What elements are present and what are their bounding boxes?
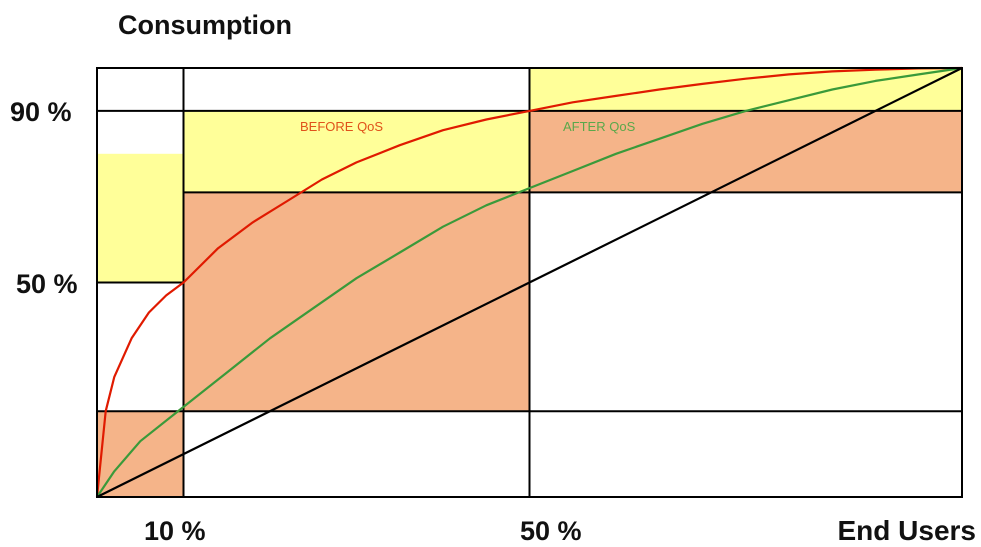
shaded-region-4	[529, 68, 962, 111]
shaded-region-2	[183, 110, 530, 193]
shaded-regions	[97, 68, 962, 497]
shaded-region-5	[529, 110, 962, 193]
y-tick-label-50: 50 %	[16, 269, 78, 299]
series-lines	[95, 66, 963, 498]
x-tick-label-10: 10 %	[144, 516, 206, 546]
shaded-region-0	[97, 153, 184, 283]
chart-title: Consumption	[118, 10, 292, 40]
x-tick-label-50: 50 %	[520, 516, 582, 546]
after-qos-curve	[96, 66, 963, 498]
equality-line	[96, 67, 963, 498]
x-axis-label: End Users	[838, 515, 977, 546]
before-qos-curve	[95, 66, 963, 498]
after-qos-label: AFTER QoS	[563, 119, 636, 134]
y-tick-label-90: 90 %	[10, 97, 72, 127]
shaded-region-3	[183, 192, 530, 412]
before-qos-label: BEFORE QoS	[300, 119, 383, 134]
shaded-region-1	[97, 411, 184, 497]
plot-frame	[96, 67, 963, 498]
